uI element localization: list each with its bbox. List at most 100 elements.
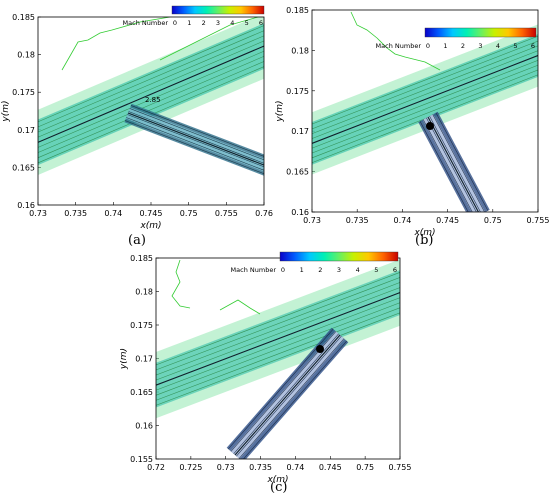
streamline xyxy=(156,277,400,371)
vortex-core xyxy=(426,122,434,130)
x-tick-label: 0.74 xyxy=(393,216,411,225)
y-tick-label: 0.175 xyxy=(286,87,309,96)
branch-streamline xyxy=(127,112,264,166)
colorbar-tick: 4 xyxy=(356,266,360,274)
streamline xyxy=(38,50,264,148)
streamline xyxy=(312,69,538,159)
branch-streamline xyxy=(234,334,341,456)
streamline xyxy=(38,30,264,128)
streamline xyxy=(156,287,400,381)
streamline xyxy=(38,56,264,153)
y-tick-label: 0.16 xyxy=(291,208,309,217)
x-tick-label: 0.73 xyxy=(29,209,47,218)
colorbar-tick: 0 xyxy=(426,42,430,50)
branch-streamline xyxy=(130,105,264,157)
x-tick-label: 0.735 xyxy=(249,463,272,472)
branch-streamline xyxy=(419,121,469,212)
streamline xyxy=(312,40,538,130)
flow-field-plot-c: 0.72 0.725 0.73 0.735 0.74 0.745 0.75 0.755 0.18… xyxy=(120,251,411,485)
y-tick-label: 0.185 xyxy=(286,6,309,15)
streamline xyxy=(38,66,264,164)
streamline xyxy=(312,35,538,125)
plot-area-b xyxy=(312,11,538,212)
branch-streamline xyxy=(238,338,345,459)
y-tick-label: 0.165 xyxy=(12,163,35,172)
x-tick-label: 0.755 xyxy=(389,463,412,472)
x-axis-label: x(m) xyxy=(413,228,435,238)
vortex-core xyxy=(316,345,324,353)
axes-a: 0.73 0.735 0.74 0.745 0.75 0.755 0.760.1850.18… xyxy=(1,13,273,231)
x-tick-label: 0.755 xyxy=(527,216,550,225)
y-axis-label: y(m) xyxy=(120,348,129,370)
panel-caption-a: (a) xyxy=(128,233,146,248)
y-tick-label: 0.16 xyxy=(17,201,35,210)
branch-streamline xyxy=(127,114,264,168)
streamline xyxy=(38,35,264,133)
y-axis-label: y(m) xyxy=(275,100,285,122)
streamline xyxy=(38,61,264,159)
streamline xyxy=(38,40,264,138)
streamline xyxy=(156,312,400,406)
colorbar-tick: 1 xyxy=(443,42,447,50)
x-tick-label: 0.73 xyxy=(217,463,235,472)
plot-frame xyxy=(311,9,539,213)
streamline xyxy=(156,272,400,366)
x-tick-label: 0.735 xyxy=(346,216,369,225)
branch-streamline xyxy=(228,328,334,450)
y-tick-label: 0.16 xyxy=(135,422,153,431)
panel-b: 0.73 0.735 0.74 0.745 0.75 0.755 0.185 0.18 0.17… xyxy=(275,0,550,255)
streamline xyxy=(38,25,264,123)
colorbar-tick: 1 xyxy=(187,19,191,27)
streamline xyxy=(156,282,400,376)
colorbar-tick: 0 xyxy=(173,19,177,27)
outer-contour xyxy=(219,299,261,315)
colorbar-tick: 2 xyxy=(461,42,465,50)
x-axis-label: x(m) xyxy=(266,475,288,485)
branch-streamline xyxy=(124,120,264,175)
branch-streamline xyxy=(426,117,477,212)
y-axis-label: y(m) xyxy=(1,100,11,122)
y-tick-label: 0.165 xyxy=(286,168,309,177)
streamline xyxy=(156,297,400,391)
x-tick-label: 0.745 xyxy=(140,209,163,218)
axes-c: 0.72 0.725 0.73 0.735 0.74 0.745 0.75 0.755 0.18… xyxy=(120,254,411,485)
colorbar xyxy=(171,5,265,15)
branch-streamline xyxy=(236,335,342,457)
colorbar-tick: 2 xyxy=(202,19,206,27)
colorbar-tick: 3 xyxy=(216,19,220,27)
panel-a: 0.73 0.735 0.74 0.745 0.75 0.755 0.76 0.185 0.18… xyxy=(0,0,275,255)
plot-area-a: 2.85 xyxy=(38,17,264,176)
branch-streamline xyxy=(128,111,264,164)
streamline xyxy=(312,50,538,139)
branch-core xyxy=(422,114,486,212)
y-tick-label: 0.175 xyxy=(130,321,153,330)
x-tick-label: 0.745 xyxy=(436,216,459,225)
x-tick-label: 0.74 xyxy=(287,463,305,472)
y-tick-label: 0.17 xyxy=(17,126,35,135)
colorbar-label: Mach Number xyxy=(376,42,422,50)
colorbar-tick: 2 xyxy=(318,266,322,274)
outer-contour xyxy=(171,259,191,309)
outer-contour xyxy=(350,11,441,71)
y-tick-label: 0.18 xyxy=(135,288,153,297)
x-tick-label: 0.73 xyxy=(303,216,321,225)
plot-area-c xyxy=(156,259,400,459)
y-tick-label: 0.18 xyxy=(17,51,35,60)
branch-streamline xyxy=(427,116,480,212)
colorbar xyxy=(279,251,399,262)
streamline xyxy=(312,54,538,144)
branch-streamline xyxy=(126,117,264,171)
outer-contour xyxy=(61,17,171,71)
plot-frame xyxy=(37,16,265,206)
main-channel xyxy=(156,270,400,408)
streamline xyxy=(156,291,400,386)
colorbar-tick: 4 xyxy=(230,19,234,27)
colorbar-tick: 1 xyxy=(300,266,304,274)
y-tick-label: 0.185 xyxy=(12,13,35,22)
x-tick-label: 0.74 xyxy=(104,209,122,218)
x-axis-label: x(m) xyxy=(139,221,161,231)
x-tick-label: 0.75 xyxy=(180,209,198,218)
colorbar-tick: 5 xyxy=(374,266,378,274)
colorbar-tick: 0 xyxy=(281,266,285,274)
colorbar-label: Mach Number xyxy=(123,19,169,27)
